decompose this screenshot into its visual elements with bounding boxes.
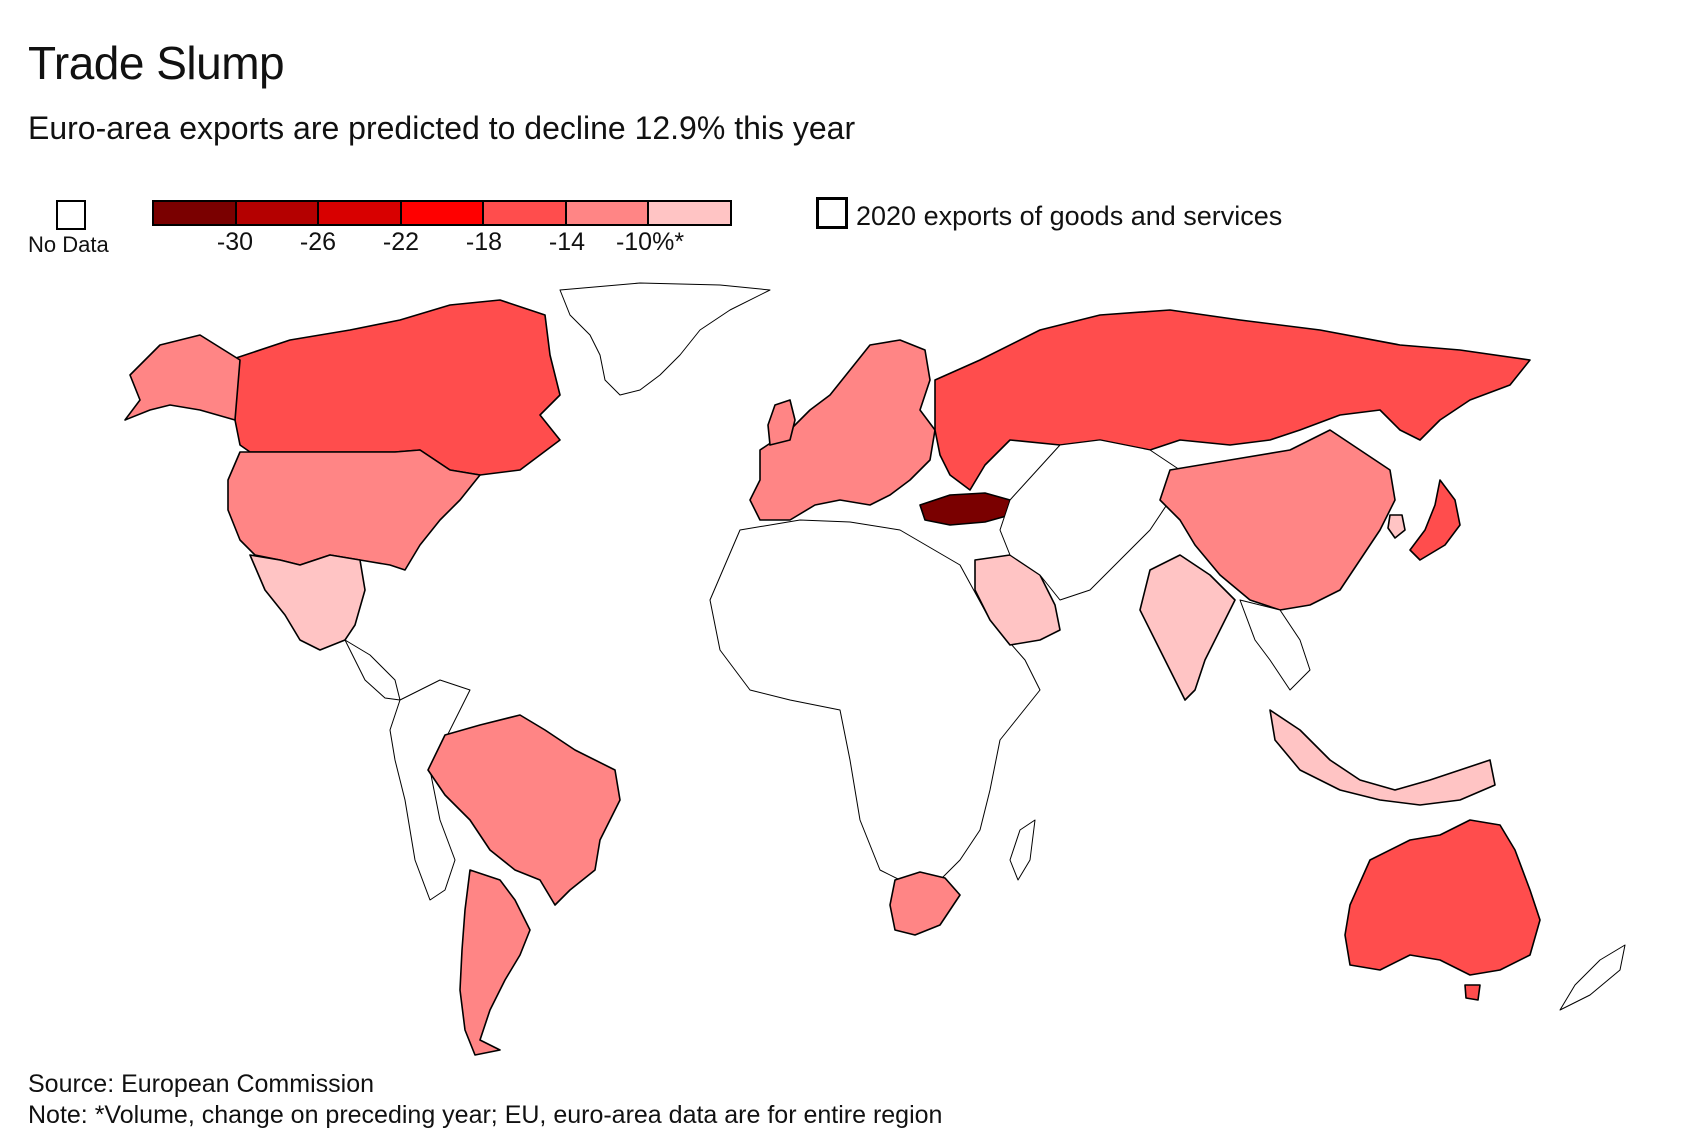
region-alaska [124,334,241,421]
color-scale-legend [152,200,732,226]
no-data-label: No Data [28,232,109,257]
region-new-zealand [1559,944,1626,1011]
region-madagascar [1009,819,1036,881]
region-australia [1344,819,1541,976]
scale-segment [236,202,320,224]
region-indonesia [1269,709,1496,806]
scale-segment [649,202,731,224]
highlight-outline-swatch [816,197,848,229]
chart-title: Trade Slump [28,37,285,89]
region-russia [934,309,1531,491]
scale-segment [566,202,650,224]
region-united-states [227,449,481,571]
region-south-america-other [389,679,471,901]
region-brazil [427,714,621,906]
region-europe [749,339,936,521]
region-turkey [919,492,1011,526]
region-south-africa [889,871,961,936]
region-greenland [559,282,771,396]
highlight-outline-label: 2020 exports of goods and services [856,201,1283,231]
scale-tick-label: -22 [382,228,420,256]
footnote: Note: *Volume, change on preceding year;… [28,1101,943,1129]
region-africa-other [709,519,1041,881]
scale-segment [484,202,567,224]
scale-tick-label: -10%* [615,228,685,256]
region-china [1159,429,1396,611]
scale-tick-label: -26 [299,228,337,256]
region-southeast-asia [1239,599,1311,691]
region-united-kingdom [767,399,796,446]
chart-subtitle: Euro-area exports are predicted to decli… [28,110,856,146]
scale-segment [401,202,485,224]
region-central-asia [999,439,1181,601]
region-south-korea [1387,514,1406,539]
region-japan [1409,479,1461,561]
region-india [1139,554,1236,701]
source-note: Source: European Commission [28,1070,374,1098]
region-argentina [459,869,531,1056]
scale-tick-label: -18 [465,228,503,256]
region-tasmania [1464,984,1481,1001]
scale-tick-label: -30 [216,228,254,256]
world-map [124,282,1626,1056]
region-central-america [344,639,401,701]
scale-tick-label: -14 [548,228,586,256]
scale-segment [154,202,237,224]
region-mexico [249,554,366,651]
no-data-swatch [56,200,86,230]
scale-segment [319,202,402,224]
region-canada [229,299,561,476]
